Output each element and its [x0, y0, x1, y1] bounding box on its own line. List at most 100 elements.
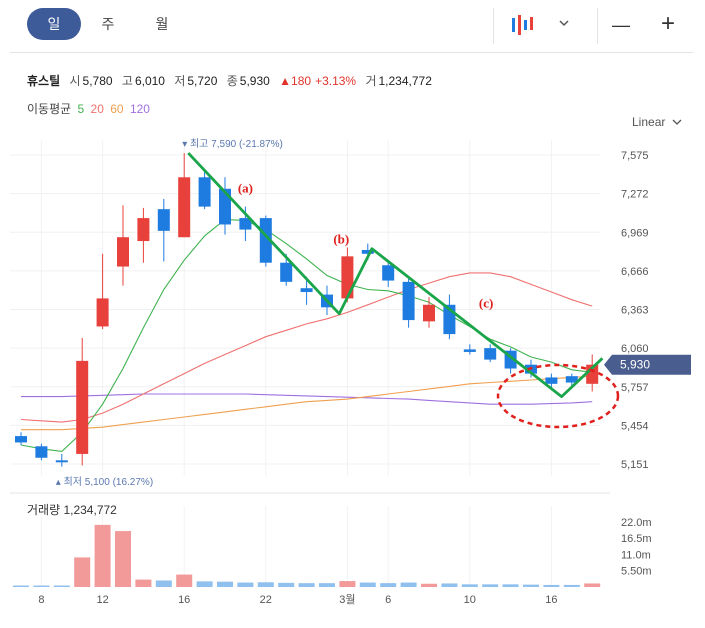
y-tick-label: 6,363: [621, 305, 649, 317]
candle-down: [35, 446, 48, 458]
volume-label: 거: [365, 74, 377, 88]
close-value: 5,930: [239, 74, 270, 88]
volume-tick-label: 22.0m: [621, 517, 652, 529]
ma20-line: [20, 272, 593, 423]
candle-down: [504, 350, 517, 369]
volume-bar: [400, 582, 417, 587]
y-tick-label: 5,151: [621, 459, 649, 471]
candle-down: [157, 209, 170, 231]
volume-bar: [584, 583, 601, 587]
change-percent: +3.13%: [315, 74, 357, 88]
candle-down: [382, 265, 395, 281]
annotation-label: (b): [333, 232, 349, 247]
candle-up: [137, 218, 150, 242]
candle-up: [341, 256, 354, 299]
volume-title: 거래량 1,234,772: [27, 503, 117, 517]
period-tab-day[interactable]: 일: [27, 8, 81, 40]
chart-type-button[interactable]: [508, 12, 578, 40]
chevron-down-icon: [559, 20, 569, 27]
volume-bar: [359, 582, 376, 587]
candle-up: [178, 177, 191, 238]
zoom-in-button[interactable]: +: [660, 10, 675, 37]
candle-down: [545, 377, 558, 384]
annotations: (a) (b) (c) ▾ 최고 7,590 (-21.87%) ▴ 최저 5,100 …: [56, 138, 691, 488]
y-tick-label: 5,757: [621, 382, 649, 394]
volume-bar: [319, 583, 335, 587]
volume-bar: [278, 582, 295, 587]
candle-up: [76, 360, 89, 454]
highlight-circle: [496, 363, 620, 429]
candle-down: [565, 376, 578, 383]
candle-down: [484, 348, 497, 360]
volume-bar: [461, 584, 478, 587]
volume-tick-label: 11.0m: [621, 549, 651, 561]
price-info: 휴스틸 시 5,780 고 6,010 저 5,720 종 5,930 ▲180 +3.1…: [27, 72, 438, 89]
volume-bar: [441, 583, 458, 587]
candle-down: [15, 436, 27, 443]
annotation-label: (c): [479, 295, 493, 310]
volume-bar: [502, 584, 519, 587]
candle-down: [259, 218, 272, 263]
close-label: 종: [226, 74, 238, 88]
ma5-legend: 5: [77, 102, 85, 116]
annotation-label: (a): [238, 181, 253, 196]
volume-bar: [33, 585, 50, 588]
moving-average-lines: [20, 218, 593, 452]
ma60-legend: 60: [110, 102, 124, 116]
low-marker: ▴ 최저 5,100 (16.27%): [56, 476, 153, 488]
chevron-down-icon: [672, 119, 682, 125]
volume-bar: [380, 583, 397, 587]
y-tick-label: 7,272: [621, 189, 649, 201]
scale-selector[interactable]: Linear: [632, 115, 682, 129]
volume-bar: [421, 583, 437, 587]
volume-bar: [482, 584, 499, 587]
price-axis: 7,575 7,272 6,969 6,666 6,363 6,060 5,757 5,454…: [621, 150, 649, 471]
ma-label: 이동평균: [27, 102, 72, 116]
ma5-line: [20, 218, 593, 452]
volume-bar: [176, 574, 193, 587]
x-tick-label: 3월: [339, 593, 355, 606]
volume-bar: [13, 585, 29, 588]
candle-down: [239, 218, 252, 230]
volume-bar: [217, 581, 233, 587]
volume-chart: 거래량 1,234,772 22.0m 16.5m 11.0m 5.50m: [13, 503, 652, 588]
high-label: 고: [121, 74, 133, 88]
candle-down: [219, 188, 231, 225]
x-tick-label: 22: [260, 594, 272, 606]
high-marker: ▾ 최고 7,590 (-21.87%): [182, 138, 283, 150]
y-tick-label: 5,454: [621, 420, 649, 432]
period-tab-month[interactable]: 월: [155, 16, 169, 32]
candle-down: [463, 349, 476, 352]
low-value: 5,720: [187, 74, 218, 88]
candle-down: [402, 281, 415, 321]
volume-bar: [135, 579, 152, 587]
x-tick-label: 16: [178, 594, 190, 606]
volume-bar: [257, 582, 274, 587]
volume-bar: [543, 584, 560, 587]
volume-bar: [94, 524, 111, 587]
zoom-out-button[interactable]: —: [612, 15, 630, 35]
x-tick-label: 10: [464, 594, 476, 606]
period-tab-week[interactable]: 주: [101, 16, 115, 32]
volume-bar: [523, 584, 539, 587]
candle-down: [198, 177, 211, 207]
change-value: ▲180: [279, 74, 312, 88]
candle-down: [361, 249, 374, 254]
volume-bar: [74, 557, 91, 587]
volume-tick-label: 5.50m: [621, 566, 652, 578]
ma20-legend: 20: [90, 102, 104, 116]
price-grid: [10, 140, 610, 587]
x-tick-label: 12: [96, 594, 108, 606]
y-tick-label: 6,969: [621, 227, 649, 239]
candle-up: [423, 304, 435, 322]
ma60-line: [21, 375, 593, 431]
x-tick-label: 8: [38, 594, 44, 606]
trend-line: [187, 152, 604, 398]
toolbar-divider: [493, 8, 494, 44]
high-value: 6,010: [134, 74, 165, 88]
volume-value: 1,234,772: [378, 74, 432, 88]
volume-bar: [53, 585, 70, 588]
low-label: 저: [174, 74, 186, 88]
last-price-tag: [604, 354, 691, 375]
